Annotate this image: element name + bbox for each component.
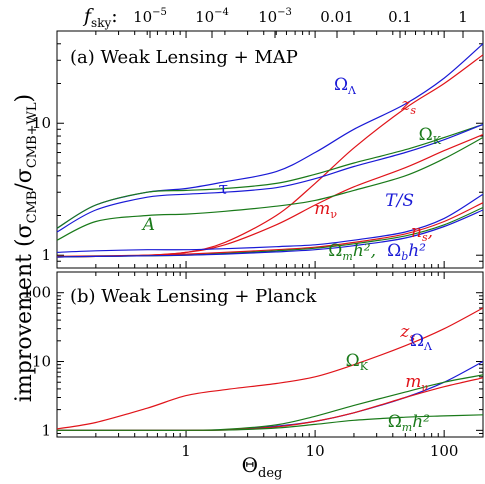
panel-b-series-line <box>56 307 484 430</box>
panel-a-series-label: T/S <box>385 191 414 211</box>
panel-a-title: (a) Weak Lensing + MAP <box>70 47 298 68</box>
panel-a-y-tick-label: 1 <box>41 246 51 264</box>
panel-b-y-tick-label: 100 <box>22 284 51 302</box>
top-axis-tick-label: 10−3 <box>258 7 292 26</box>
panel-b-ticks: 1 10 100 1 10 100 <box>22 271 484 460</box>
panel-a-ticks: 1 10 <box>32 30 484 269</box>
top-axis-tick-label: 0.1 <box>388 8 412 26</box>
panel-a-series-line <box>56 136 484 241</box>
panel-a-frame <box>56 30 484 269</box>
panel-a-series-label: ns, <box>411 222 433 244</box>
panel-a-series-label: A <box>141 215 155 235</box>
panel-b-series-label: Ωmh² <box>388 412 430 434</box>
panel-a-series-line <box>56 123 484 229</box>
panel-a-series-label: ΩΛ <box>334 75 357 97</box>
panel-b-series-label: ΩΛ <box>410 331 433 353</box>
panel-b-frame <box>56 271 484 438</box>
panel-a-series-label: Ωbh² <box>387 241 426 263</box>
panel-b-title: (b) Weak Lensing + Planck <box>70 286 317 307</box>
panel-a-series-label: ΩK <box>419 125 442 147</box>
panel-a-series-label: Ωmh², <box>328 241 376 263</box>
x-tick-label: 1 <box>181 442 191 460</box>
x-tick-label: 100 <box>430 442 459 460</box>
panel-a-series-label: τ <box>219 179 228 199</box>
panel-a-series-label: zs <box>400 95 416 117</box>
x-axis-label: Θdeg <box>242 453 283 480</box>
x-tick-label: 10 <box>306 442 325 460</box>
panel-a-series-line <box>56 123 484 233</box>
panel-a-series-line <box>56 209 484 258</box>
panel-b-weak-lensing-planck: (b) Weak Lensing + Planck 1 10 100 1 10 100 z… <box>22 271 484 460</box>
top-axis-ticks: 10−5 10−4 10−3 0.01 0.1 1 <box>133 7 468 38</box>
panel-b-curves <box>56 307 484 431</box>
top-axis-tick-label: 10−5 <box>133 7 167 26</box>
panel-a-series-label: mν <box>314 199 337 221</box>
top-axis-label: fsky: <box>82 5 118 30</box>
top-axis-tick-label: 10−4 <box>195 7 229 26</box>
top-axis-tick-label: 1 <box>458 8 468 26</box>
panel-b-series-label: ΩK <box>346 351 369 373</box>
panel-a-series-line <box>56 193 484 253</box>
panel-b-series-label: zs <box>399 322 415 344</box>
y-axis-label: improvement (σCMB/σCMB+WL) <box>12 94 40 402</box>
panel-b-y-tick-label: 10 <box>32 353 51 371</box>
panel-b-series-line <box>57 414 484 431</box>
panel-b-y-tick-label: 1 <box>41 421 51 439</box>
panel-b-series-label: mν <box>405 372 428 394</box>
panel-a-curves <box>56 43 484 258</box>
panel-a-y-tick-label: 10 <box>32 114 51 132</box>
top-axis-tick-label: 0.01 <box>320 8 353 26</box>
